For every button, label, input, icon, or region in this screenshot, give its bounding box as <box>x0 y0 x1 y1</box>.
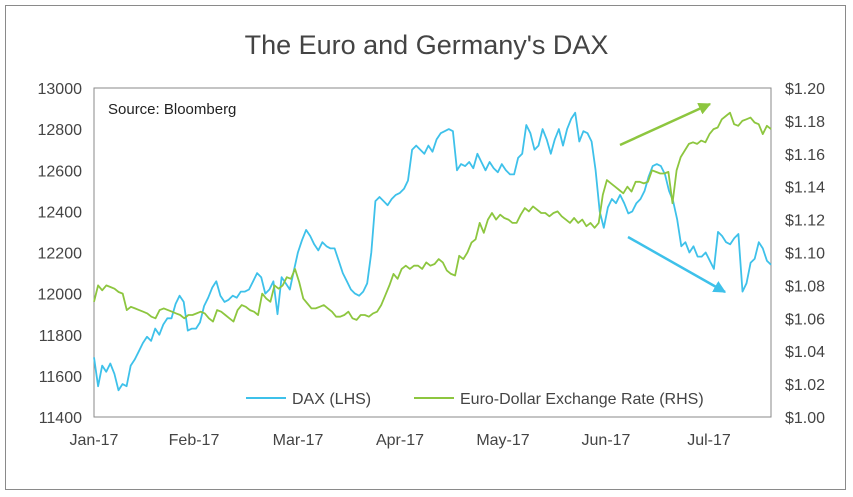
y-left-tick-label: 11800 <box>39 328 82 345</box>
x-tick-label: Feb-17 <box>169 432 220 449</box>
y-right-tick-label: $1.06 <box>785 311 825 328</box>
legend: DAX (LHS) Euro-Dollar Exchange Rate (RHS) <box>246 391 704 408</box>
y-right-tick-label: $1.10 <box>785 246 825 263</box>
y-right-tick-label: $1.08 <box>785 278 825 295</box>
eurusd-series-line <box>93 111 772 323</box>
y-left-tick-label: 12400 <box>38 204 83 221</box>
y-left-tick-label: 12800 <box>38 122 83 139</box>
series-layer <box>93 111 772 392</box>
dax-series-line <box>93 111 772 392</box>
y-right-tick-label: $1.16 <box>785 147 825 164</box>
y-right-tick-label: $1.14 <box>785 180 825 197</box>
chart-title: The Euro and Germany's DAX <box>244 30 609 60</box>
uptrend-arrow <box>619 102 712 147</box>
plot-area-border <box>93 87 772 418</box>
x-tick-label: Jun-17 <box>582 432 631 449</box>
y-right-tick-label: $1.12 <box>785 213 825 230</box>
chart-frame <box>5 5 846 490</box>
y-left-tick-label: 11400 <box>39 410 82 427</box>
y-right-tick-label: $1.02 <box>785 377 825 394</box>
right-axis-ticks: $1.00 $1.02 $1.04 $1.06 $1.08 $1.10 $1.12 $1.14… <box>785 81 825 427</box>
y-right-tick-label: $1.04 <box>785 344 825 361</box>
y-left-tick-label: 12200 <box>38 246 83 263</box>
legend-label: Euro-Dollar Exchange Rate (RHS) <box>460 391 704 408</box>
y-right-tick-label: $1.18 <box>785 114 825 131</box>
x-axis-ticks: Jan-17 Feb-17 Mar-17 Apr-17 May-17 Jun-17 Jul-… <box>70 432 731 449</box>
downtrend-arrow <box>627 235 727 294</box>
x-tick-label: Apr-17 <box>376 432 424 449</box>
y-right-tick-label: $1.20 <box>785 81 825 98</box>
y-left-tick-label: 12000 <box>38 287 83 304</box>
x-tick-label: Jul-17 <box>687 432 731 449</box>
y-left-tick-label: 11600 <box>39 369 82 386</box>
source-annotation: Source: Bloomberg <box>108 101 236 118</box>
legend-label: DAX (LHS) <box>292 391 371 408</box>
y-left-tick-label: 13000 <box>38 81 83 98</box>
x-tick-label: May-17 <box>476 432 529 449</box>
left-axis-ticks: 11400 11600 11800 12000 12200 12400 12600 12800… <box>38 81 83 427</box>
x-tick-label: Jan-17 <box>70 432 119 449</box>
y-right-tick-label: $1.00 <box>785 410 825 427</box>
x-tick-label: Mar-17 <box>273 432 324 449</box>
y-left-tick-label: 12600 <box>38 163 83 180</box>
